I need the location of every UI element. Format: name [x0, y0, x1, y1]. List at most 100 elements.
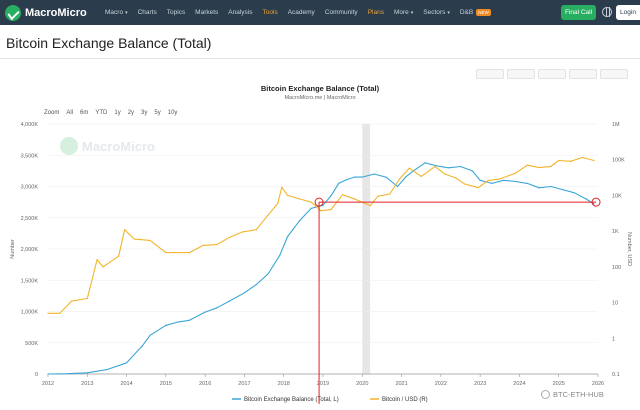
data-point: [581, 156, 583, 159]
data-point: [569, 160, 572, 162]
toolbar-button[interactable]: [476, 69, 504, 79]
zoom-option-2y[interactable]: 2y: [127, 110, 135, 116]
data-point: [514, 172, 517, 174]
y-right-tick-label: 1: [612, 336, 615, 342]
logo-text: MacroMicro: [25, 6, 87, 19]
data-point: [118, 255, 120, 257]
x-tick-label: 2022: [435, 381, 447, 387]
data-point: [228, 237, 230, 239]
legend-label: Bitcoin / USD (R): [382, 397, 428, 403]
chevron-down-icon: ▾: [125, 9, 128, 16]
data-point: [165, 324, 167, 326]
login-button[interactable]: Login: [616, 5, 640, 20]
nav-item-more[interactable]: More ▾: [394, 9, 413, 16]
nav-item-plans[interactable]: Plans: [368, 9, 384, 16]
nav-item-label: Charts: [137, 9, 157, 16]
nav-item-tools[interactable]: Tools: [263, 9, 278, 16]
zoom-label: Zoom: [44, 110, 60, 116]
nav-item-community[interactable]: Community: [325, 9, 358, 16]
chart-title: Bitcoin Exchange Balance (Total): [260, 84, 380, 93]
data-point: [133, 238, 136, 240]
data-point: [149, 239, 151, 242]
nav-item-label: Macro: [105, 9, 124, 16]
data-point: [399, 178, 401, 180]
data-point: [503, 179, 505, 181]
main-nav: Macro ▾ Charts Topics Markets Analysis Tools Ac…: [105, 9, 501, 16]
data-point: [593, 203, 595, 205]
nav-item-label: Topics: [166, 9, 186, 16]
data-point: [86, 372, 88, 374]
data-point: [298, 198, 301, 200]
nav-item-sectors[interactable]: Sectors ▾: [423, 9, 450, 16]
nav-item-analysis[interactable]: Analysis: [228, 9, 252, 16]
nav-item-academy[interactable]: Academy: [288, 9, 315, 16]
nav-item-label: Analysis: [228, 9, 253, 16]
data-point: [216, 307, 218, 309]
zoom-option-3y[interactable]: 3y: [141, 110, 148, 116]
data-point: [448, 167, 450, 169]
x-tick-label: 2020: [356, 381, 368, 387]
chevron-down-icon: ▾: [447, 9, 450, 16]
data-point: [487, 180, 489, 182]
globe-icon[interactable]: [602, 7, 612, 17]
data-point: [165, 252, 167, 254]
toolbar-button[interactable]: [538, 69, 566, 79]
logo[interactable]: MacroMicro: [5, 4, 95, 21]
nav-item-label: Tools: [262, 9, 278, 16]
data-point: [70, 300, 73, 302]
chart-subtitle: MacroMicro.me | MacroMicro: [284, 95, 356, 101]
toolbar-button[interactable]: [600, 69, 628, 79]
y-left-tick-label: 2,000K: [21, 247, 39, 253]
x-tick-label: 2019: [317, 381, 329, 387]
nav-item-label: Community: [324, 9, 358, 16]
y-right-tick-label: 100: [612, 265, 621, 271]
data-point: [149, 334, 151, 336]
toolbar-button[interactable]: [507, 69, 535, 79]
zoom-option-6m[interactable]: 6m: [80, 110, 89, 116]
nav-item-label: D&B: [459, 9, 474, 16]
y-left-tick-label: 0: [35, 372, 38, 378]
nav-item-topics[interactable]: Topics: [167, 9, 185, 16]
data-point: [345, 179, 348, 181]
zoom-option-ytd[interactable]: YTD: [95, 110, 108, 116]
data-point: [436, 165, 438, 167]
data-point: [124, 229, 126, 231]
data-point: [389, 193, 391, 195]
data-point: [330, 195, 332, 197]
nav-item-macro[interactable]: Macro ▾: [105, 9, 128, 16]
chevron-down-icon: ▾: [410, 9, 414, 16]
zoom-option-1y[interactable]: 1y: [114, 110, 121, 116]
y-left-tick-label: 3,500K: [21, 153, 39, 159]
data-point: [216, 243, 218, 246]
x-tick-label: 2014: [120, 381, 132, 387]
zoom-option-5y[interactable]: 5y: [154, 110, 161, 116]
data-point: [353, 198, 356, 200]
data-point: [491, 182, 493, 184]
data-point: [538, 167, 540, 169]
toolbar-button[interactable]: [569, 69, 597, 79]
page-title: Bitcoin Exchange Balance (Total): [6, 35, 212, 51]
nav-item-charts[interactable]: Charts: [138, 9, 157, 16]
data-point: [47, 312, 49, 314]
final-call-button[interactable]: Final Call: [561, 5, 596, 20]
data-point: [125, 362, 128, 364]
y-right-tick-label: 1K: [612, 229, 619, 235]
zoom-option-all[interactable]: All: [66, 110, 74, 116]
nav-item-label: More: [393, 9, 409, 16]
zoom-selector: Zoom All 6m YTD 1y 2y 3y 5y 10y: [44, 110, 184, 116]
x-tick-label: 2024: [513, 381, 525, 387]
nav-item-db[interactable]: D&B NEW: [460, 9, 491, 16]
x-tick-label: 2026: [592, 381, 604, 387]
annotation-circle-right: [591, 197, 601, 207]
nav-item-label: Plans: [367, 9, 384, 16]
zoom-option-10y[interactable]: 10y: [167, 110, 178, 116]
nav-item-label: Academy: [287, 9, 315, 16]
data-point: [444, 173, 446, 175]
data-point: [267, 214, 269, 216]
data-point: [353, 176, 356, 178]
data-point: [277, 202, 279, 204]
data-point: [526, 182, 528, 184]
x-tick-label: 2012: [42, 381, 54, 387]
data-point: [408, 167, 411, 169]
nav-item-markets[interactable]: Markets: [195, 9, 218, 16]
